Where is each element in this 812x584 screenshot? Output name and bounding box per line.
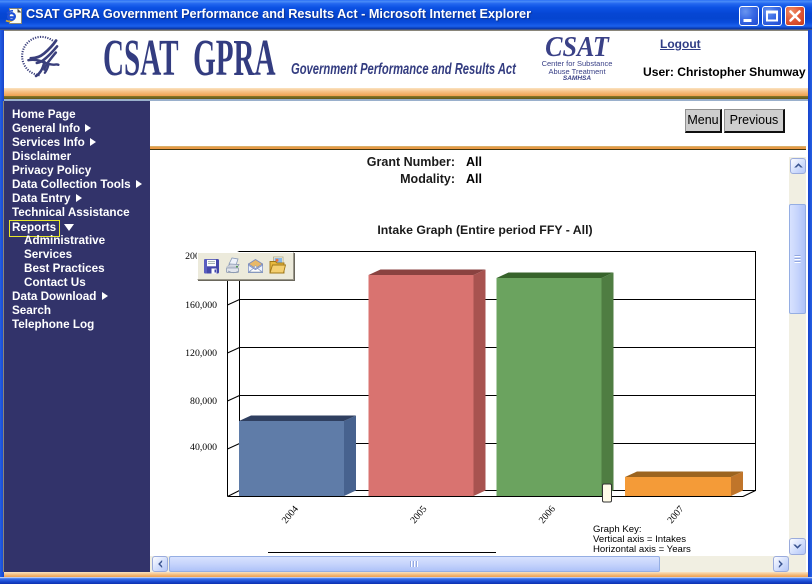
svg-text:40,000: 40,000	[190, 442, 217, 453]
svg-text:2005: 2005	[408, 504, 429, 526]
svg-text:80,000: 80,000	[190, 396, 217, 407]
svg-text:2006: 2006	[537, 504, 558, 526]
svg-text:120,000: 120,000	[185, 348, 217, 359]
svg-text:2007: 2007	[665, 504, 686, 526]
svg-text:2004: 2004	[280, 504, 301, 526]
svg-text:160,000: 160,000	[185, 300, 217, 311]
